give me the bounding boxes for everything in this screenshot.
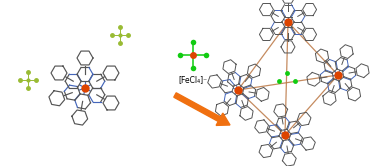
- Text: [FeCl₄]⁻: [FeCl₄]⁻: [178, 75, 208, 84]
- FancyArrow shape: [174, 93, 230, 125]
